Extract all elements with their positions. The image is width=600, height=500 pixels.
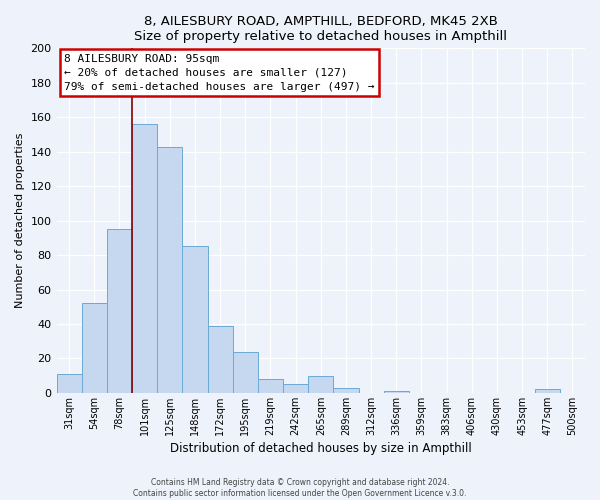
Title: 8, AILESBURY ROAD, AMPTHILL, BEDFORD, MK45 2XB
Size of property relative to deta: 8, AILESBURY ROAD, AMPTHILL, BEDFORD, MK… xyxy=(134,15,507,43)
Bar xyxy=(334,388,359,393)
Bar xyxy=(308,376,334,393)
Bar xyxy=(157,146,182,393)
Bar xyxy=(258,379,283,393)
Bar xyxy=(283,384,308,393)
Bar xyxy=(383,391,409,393)
Bar xyxy=(535,390,560,393)
Bar xyxy=(132,124,157,393)
Text: Contains HM Land Registry data © Crown copyright and database right 2024.
Contai: Contains HM Land Registry data © Crown c… xyxy=(133,478,467,498)
Bar xyxy=(82,304,107,393)
Y-axis label: Number of detached properties: Number of detached properties xyxy=(15,133,25,308)
X-axis label: Distribution of detached houses by size in Ampthill: Distribution of detached houses by size … xyxy=(170,442,472,455)
Bar xyxy=(56,374,82,393)
Bar xyxy=(182,246,208,393)
Bar xyxy=(233,352,258,393)
Text: 8 AILESBURY ROAD: 95sqm
← 20% of detached houses are smaller (127)
79% of semi-d: 8 AILESBURY ROAD: 95sqm ← 20% of detache… xyxy=(64,54,375,92)
Bar xyxy=(107,229,132,393)
Bar xyxy=(208,326,233,393)
